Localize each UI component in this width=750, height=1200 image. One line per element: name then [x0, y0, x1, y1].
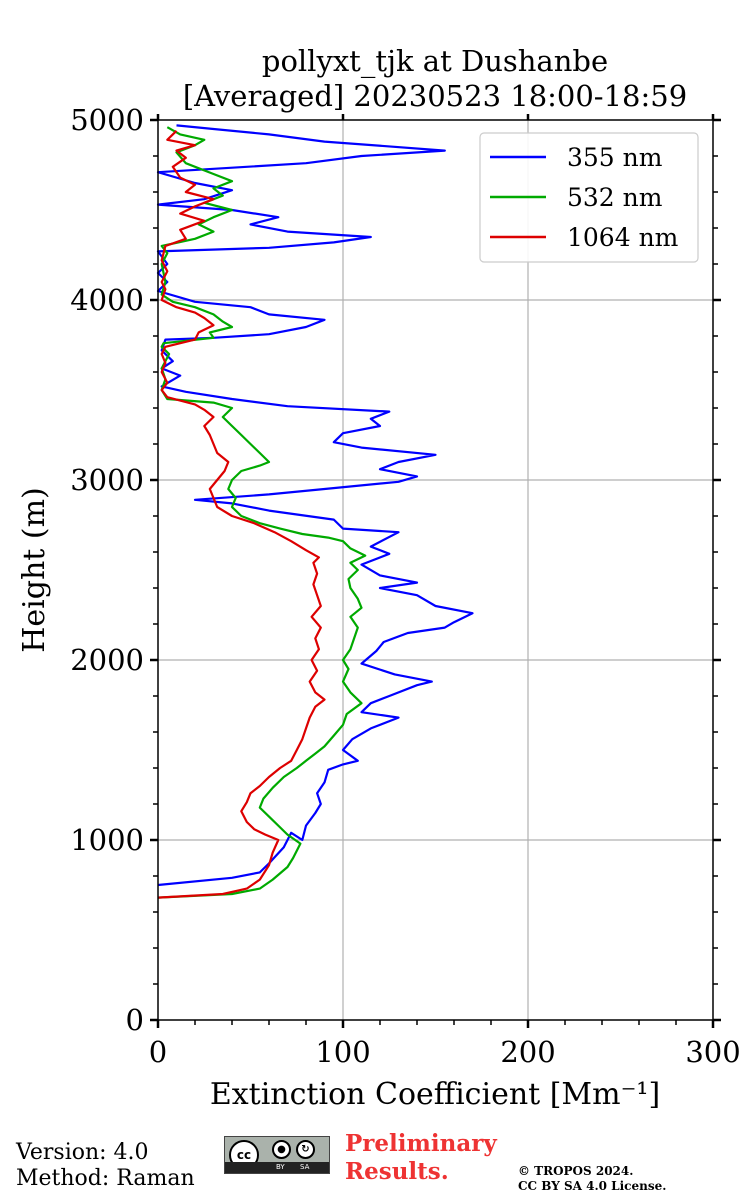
x-tick-label: 200 [500, 1035, 555, 1069]
chart-grid [158, 120, 713, 1020]
y-tick-label: 0 [126, 1003, 144, 1037]
series-line-355-nm [156, 124, 474, 887]
extinction-profile-chart: pollyxt_tjk at Dushanbe [Averaged] 20230… [17, 44, 741, 1112]
badge-sa-label: SA [300, 1163, 310, 1171]
copyright-notice: © TROPOS 2024. CC BY SA 4.0 License. [518, 1164, 666, 1194]
y-tick-label: 1000 [70, 823, 144, 857]
series-line-532-nm [157, 126, 367, 899]
legend-label: 1064 nm [567, 223, 679, 252]
plot-frame [157, 119, 714, 1021]
legend-label: 532 nm [567, 183, 663, 212]
y-tick-label: 3000 [70, 463, 144, 497]
x-tick-label: 300 [685, 1035, 740, 1069]
y-tick-label: 2000 [70, 643, 144, 677]
chart-series [156, 124, 474, 899]
y-tick-label: 4000 [70, 283, 144, 317]
x-axis-label: Extinction Coefficient [Mm⁻¹] [210, 1077, 660, 1112]
x-tick-label: 0 [149, 1035, 167, 1069]
x-tick-label: 100 [315, 1035, 370, 1069]
series-line-1064-nm [157, 130, 326, 899]
y-tick-label: 5000 [70, 103, 144, 137]
legend-label: 355 nm [567, 143, 663, 172]
copyright-line1: © TROPOS 2024. [518, 1164, 634, 1178]
y-axis-label: Height (m) [17, 487, 52, 652]
cc-by-sa-icon: cc ● ↻ BY SA [224, 1136, 330, 1174]
legend-box [479, 132, 699, 263]
preliminary-line2: Results. [345, 1158, 449, 1185]
badge-label-bar: BY SA [225, 1162, 329, 1173]
preliminary-label: Preliminary Results. [345, 1130, 497, 1186]
sa-share-alike-icon: ↻ [296, 1140, 315, 1159]
copyright-line2: CC BY SA 4.0 License. [518, 1179, 667, 1193]
legend: 355 nm 532 nm 1064 nm [479, 132, 699, 263]
preliminary-line1: Preliminary [345, 1130, 497, 1157]
by-person-icon: ● [272, 1140, 291, 1159]
badge-by-label: BY [276, 1163, 285, 1171]
chart-ticks [150, 114, 721, 1028]
method-text: Method: Raman [16, 1166, 195, 1191]
chart-title-line2: [Averaged] 20230523 18:00-18:59 [183, 79, 687, 113]
version-text: Version: 4.0 [16, 1140, 149, 1165]
chart-title-line1: pollyxt_tjk at Dushanbe [262, 44, 608, 79]
